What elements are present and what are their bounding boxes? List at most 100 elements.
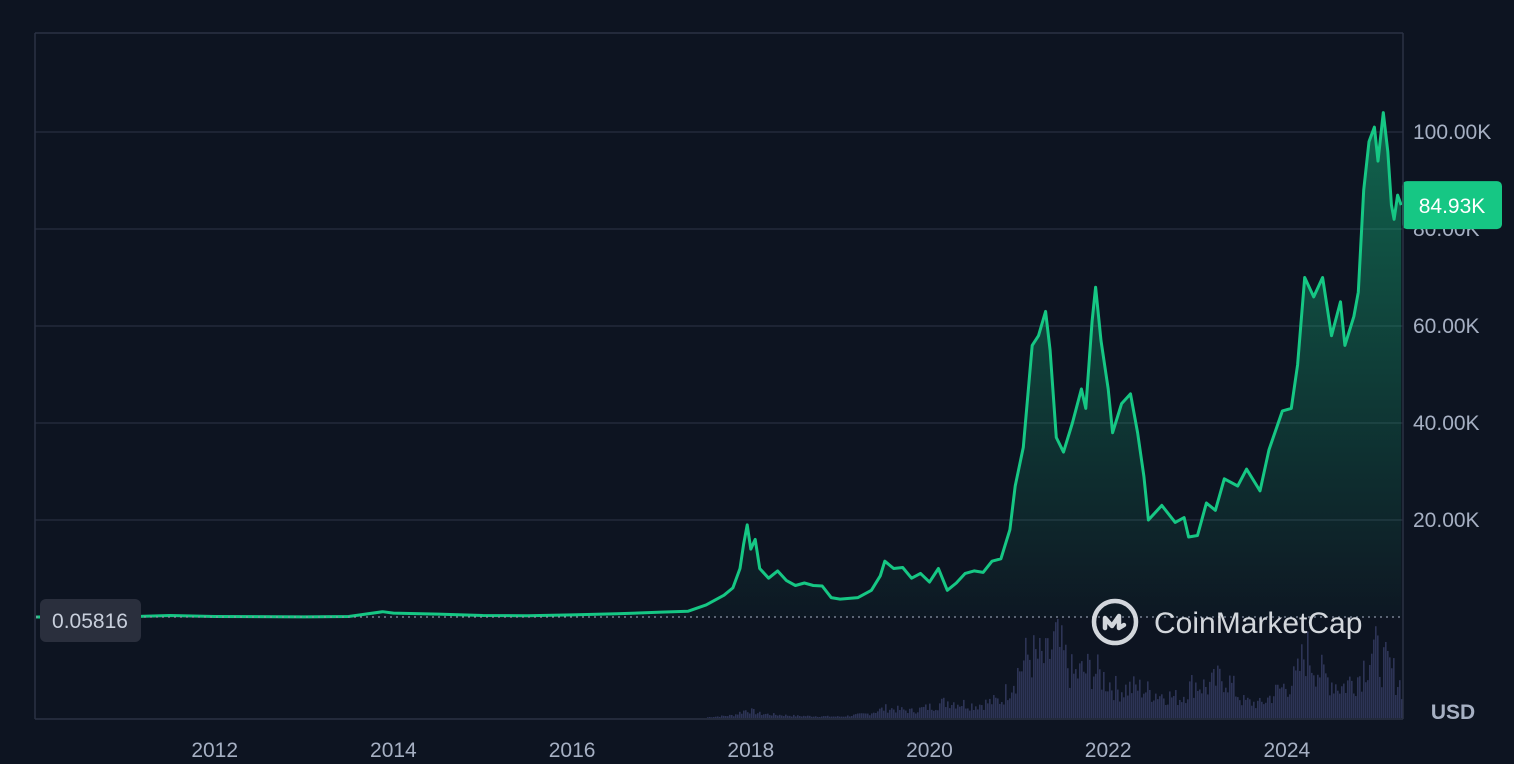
volume-bar [815,716,817,718]
volume-bar [837,716,839,718]
volume-bar [1175,690,1177,718]
volume-bar [715,716,717,718]
volume-bar [1221,681,1223,718]
volume-bar [889,709,891,718]
volume-bar [1373,639,1375,718]
volume-bar [737,714,739,718]
volume-bar [1233,675,1235,718]
volume-bar [791,716,793,718]
volume-bar [989,698,991,718]
volume-bar [1213,669,1215,718]
volume-bar [887,712,889,718]
volume-bar [1277,684,1279,718]
volume-bar [1077,678,1079,718]
volume-bar [891,708,893,718]
volume-bar [981,705,983,718]
x-axis-labels: 2012 2014 2016 2018 2020 2022 2024 [191,739,1310,762]
volume-bar [959,706,961,718]
volume-bar [1007,700,1009,718]
volume-bar [1001,702,1003,718]
volume-bar [1201,693,1203,718]
volume-bar [771,715,773,718]
volume-bar [963,699,965,718]
volume-bar [1217,665,1219,718]
volume-bar [733,716,735,718]
volume-bar [833,716,835,718]
volume-bar [1359,676,1361,718]
volume-bar [1315,686,1317,718]
volume-bar [749,713,751,718]
x-tick-label: 2020 [906,739,953,762]
volume-bar [1295,670,1297,718]
volume-bar [1049,658,1051,718]
volume-bar [1267,697,1269,718]
volume-bar [905,710,907,718]
volume-bar [795,716,797,718]
volume-bar [1375,626,1377,718]
volume-bar [885,704,887,718]
volume-bar [1215,685,1217,718]
volume-bar [955,708,957,718]
volume-bar [707,717,709,718]
volume-bar [1085,673,1087,718]
volume-bar [1323,664,1325,718]
volume-bar [1185,703,1187,718]
volume-bar [1371,653,1373,718]
volume-bar [1167,704,1169,718]
volume-bar [1139,679,1141,718]
volume-bar [785,714,787,718]
volume-bar [1083,671,1085,718]
volume-bar [1241,705,1243,718]
volume-bar [937,710,939,718]
volume-bar [1369,664,1371,718]
volume-bar [1079,663,1081,718]
volume-bar [789,715,791,718]
volume-bar [829,716,831,718]
volume-bar [1075,669,1077,718]
volume-bar [717,716,719,718]
x-tick-label: 2016 [549,739,596,762]
volume-bar [841,716,843,718]
volume-bar [819,716,821,718]
volume-bar [765,713,767,718]
volume-bar [1379,676,1381,718]
volume-bar [827,715,829,718]
volume-bar [761,715,763,718]
volume-bar [1045,638,1047,718]
volume-bar [1127,695,1129,718]
volume-bar [1053,631,1055,718]
volume-bar [843,716,845,718]
volume-bar [943,697,945,718]
volume-bar [1383,647,1385,718]
volume-bar [853,714,855,718]
volume-bar [1013,685,1015,718]
volume-bar [1249,699,1251,718]
volume-bar [1251,705,1253,718]
volume-bar [1005,684,1007,718]
low-price-badge: 0.05816 [40,599,141,642]
volume-bar [753,709,755,718]
volume-bar [1017,667,1019,718]
volume-bar [969,710,971,718]
volume-bar [939,703,941,718]
volume-bar [1027,654,1029,718]
volume-bar [1265,702,1267,718]
volume-bar [1275,684,1277,718]
volume-bar [1399,680,1401,718]
volume-bar [1173,696,1175,718]
volume-bar [1227,692,1229,718]
volume-bar [783,716,785,718]
price-line[interactable] [35,111,1403,619]
volume-bar [1389,657,1391,718]
volume-bar [1195,682,1197,718]
volume-bar [809,715,811,718]
volume-bar [1011,692,1013,718]
volume-bar [1131,693,1133,718]
volume-bar [951,704,953,718]
volume-bar [1299,670,1301,718]
volume-bar [957,704,959,718]
volume-bar [897,705,899,718]
volume-bar [1183,696,1185,718]
